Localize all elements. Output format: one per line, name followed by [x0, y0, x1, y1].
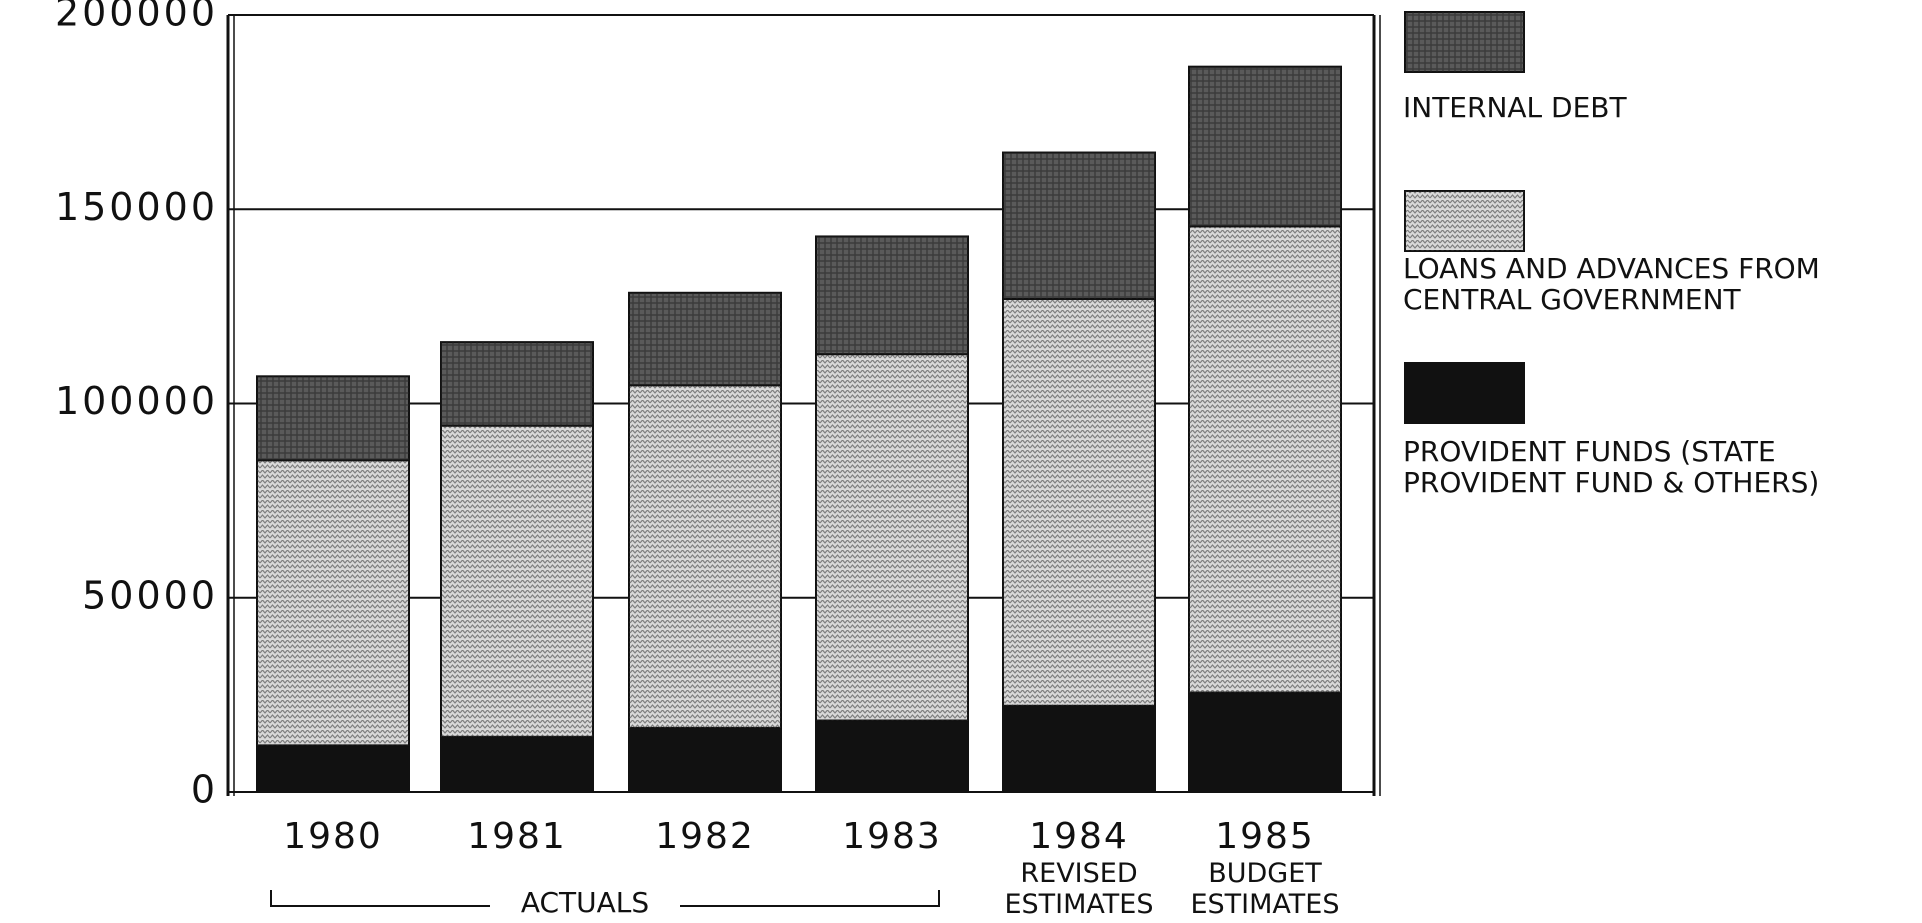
legend-texture [1405, 191, 1524, 251]
y-tick-label: 50000 [82, 573, 218, 617]
y-tick-label: 150000 [55, 185, 218, 229]
bar-texture [1003, 152, 1155, 299]
legend-label: INTERNAL DEBT [1403, 91, 1627, 124]
legend-label: PROVIDENT FUNDS (STATE PROVIDENT FUND & … [1403, 435, 1820, 499]
x-tick-label: 1985 [1215, 816, 1315, 857]
bar-texture [257, 460, 409, 746]
bar-texture [816, 354, 968, 721]
bar-texture [816, 236, 968, 355]
bar-texture [441, 342, 593, 426]
x-tick-label: 1982 [655, 816, 755, 857]
y-tick-label: 100000 [55, 379, 218, 423]
bracket [270, 890, 940, 907]
x-tick-label: 1983 [842, 816, 942, 857]
bar-texture [1003, 298, 1155, 706]
bar-texture [441, 425, 593, 737]
bar-segment [815, 719, 969, 793]
x-tick-label: 1984 [1029, 816, 1129, 857]
bar-segment [628, 726, 782, 794]
legend-label: LOANS AND ADVANCES FROM CENTRAL GOVERNME… [1403, 252, 1820, 316]
annotation: BUDGET ESTIMATES [1190, 858, 1340, 920]
legend-swatch [1404, 362, 1525, 424]
bar-texture [629, 292, 781, 386]
bar-segment [440, 735, 594, 794]
x-tick-label: 1980 [283, 816, 383, 857]
bar-segment [1188, 691, 1342, 794]
bar-texture [1189, 226, 1341, 693]
bar-texture [257, 376, 409, 461]
legend-texture [1405, 12, 1524, 72]
bar-segment [256, 744, 410, 794]
bar-texture [1189, 66, 1341, 227]
annotation: ACTUALS [521, 886, 649, 919]
y-tick-label: 0 [191, 768, 218, 812]
bar-segment [1002, 704, 1156, 793]
bar-texture [629, 385, 781, 728]
annotation: REVISED ESTIMATES [1004, 858, 1154, 920]
y-tick-label: 200000 [55, 0, 218, 35]
x-tick-label: 1981 [467, 816, 567, 857]
